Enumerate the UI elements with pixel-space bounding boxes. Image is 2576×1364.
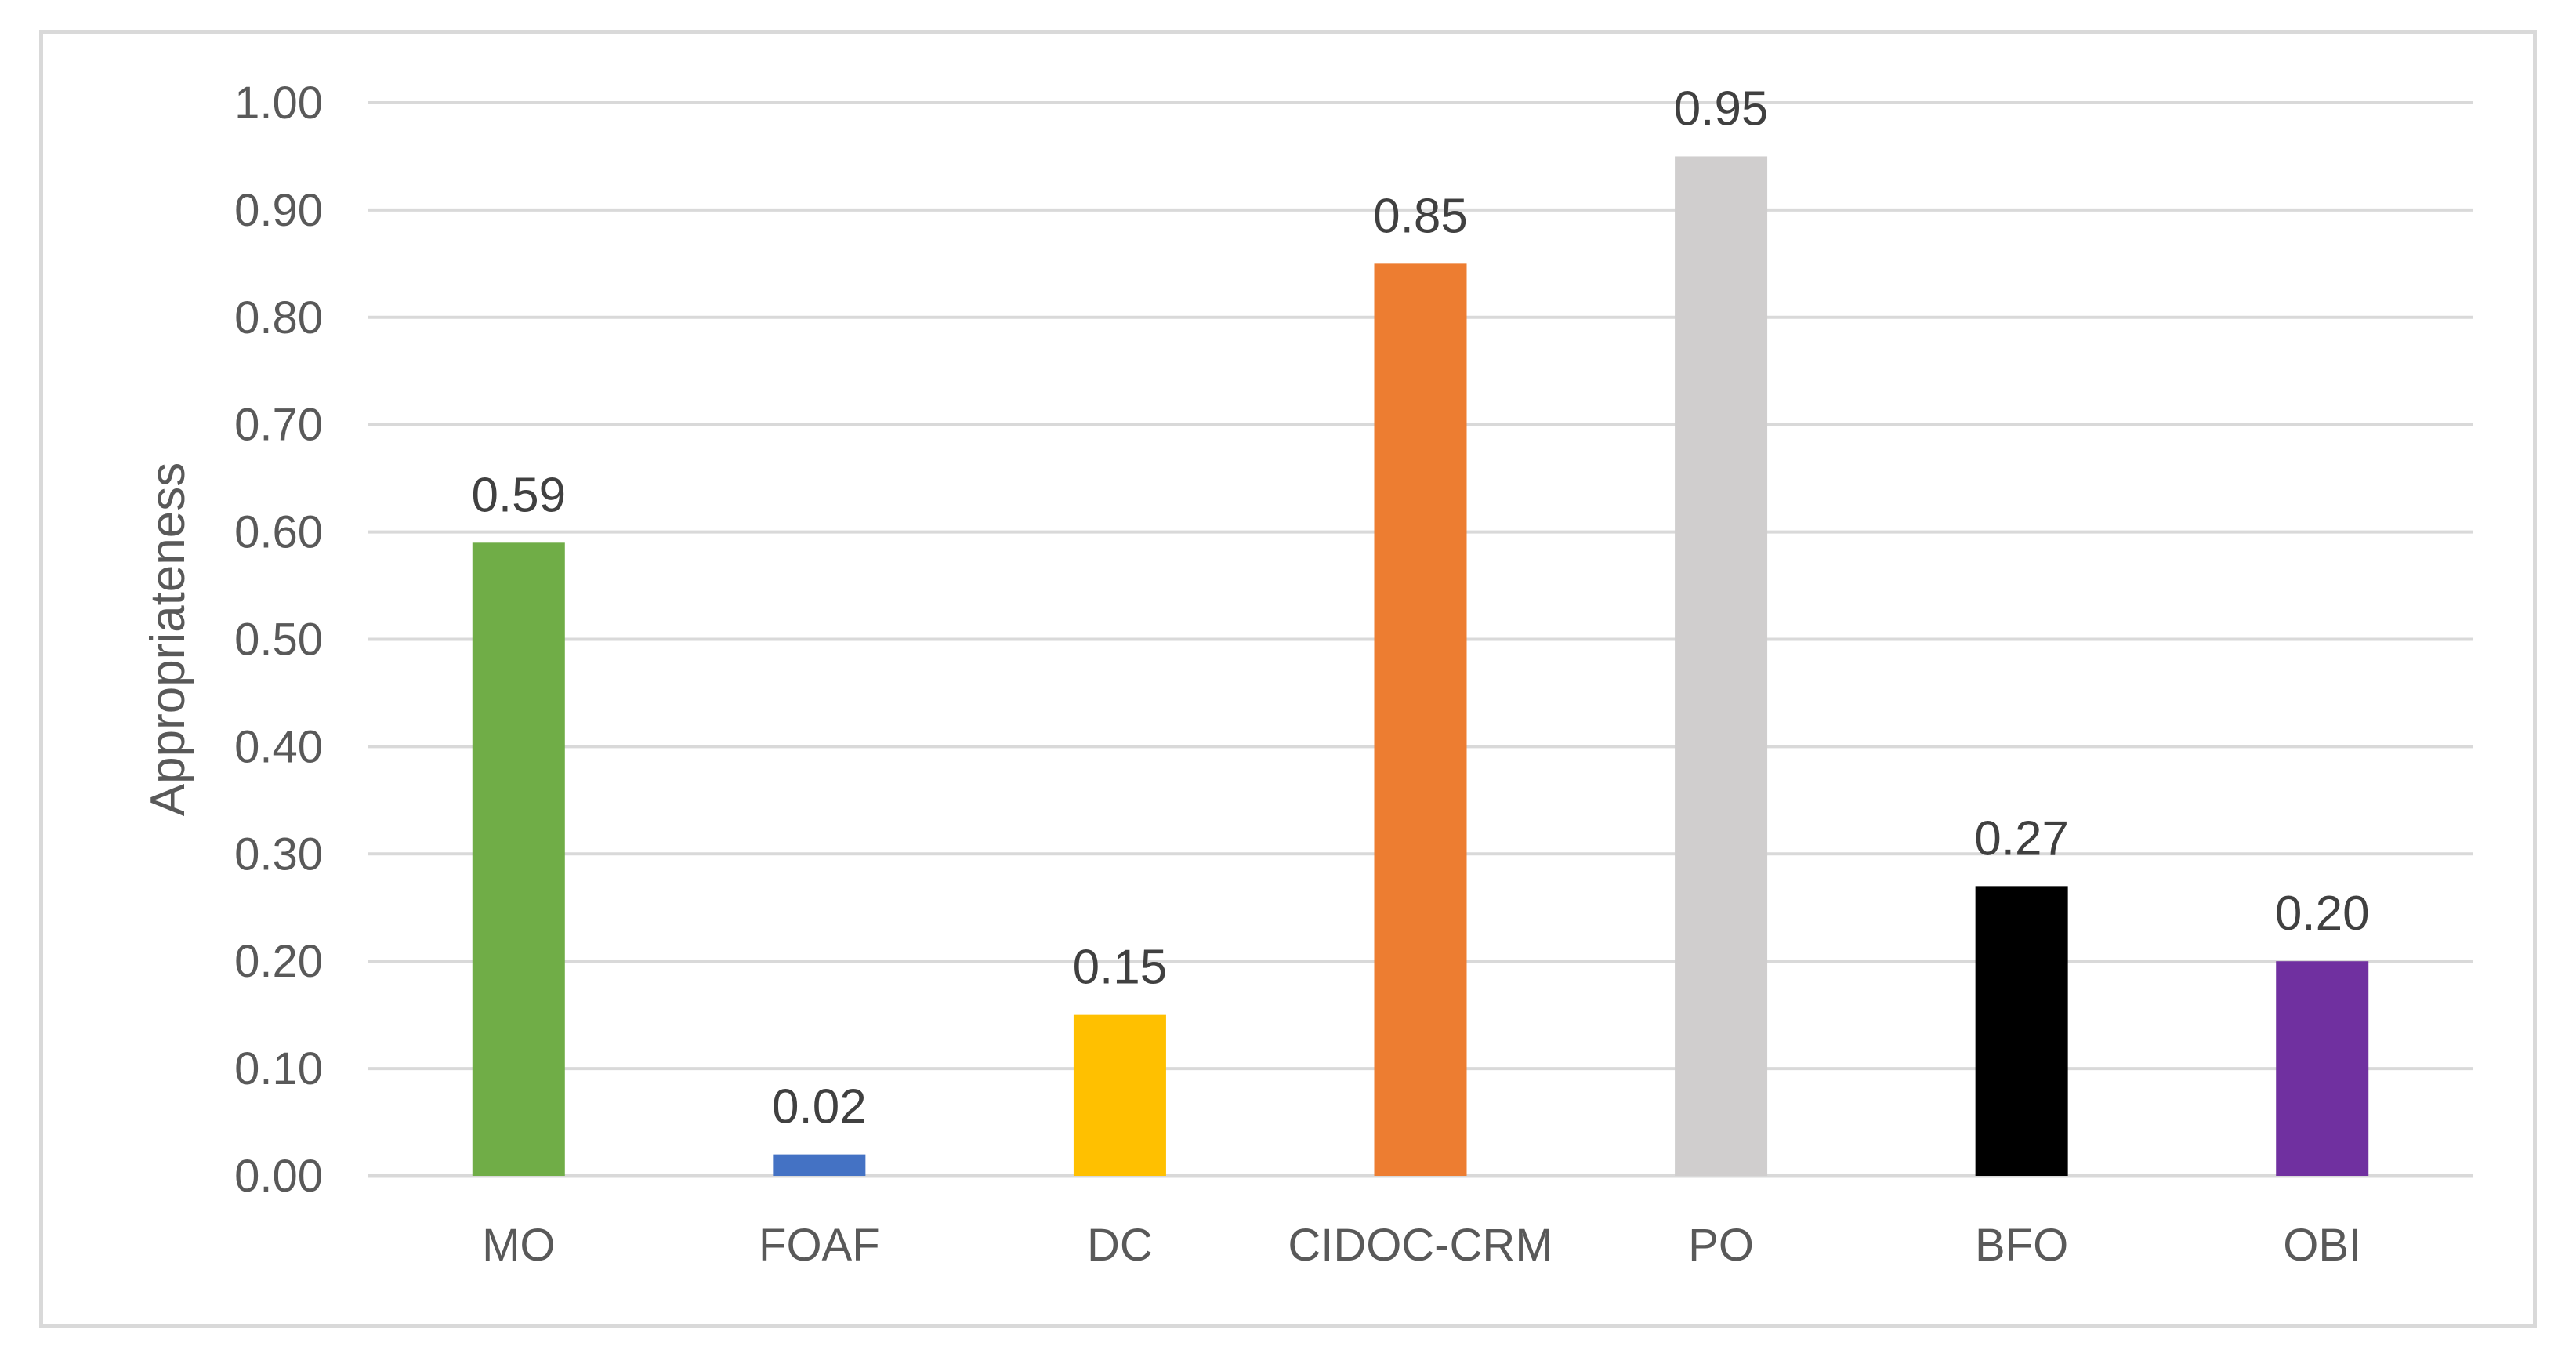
data-label: 0.59 <box>471 468 566 522</box>
x-tick-label: OBI <box>2283 1220 2361 1271</box>
y-tick-label: 0.10 <box>234 1043 323 1094</box>
bar-mo <box>472 542 565 1176</box>
data-labels: 0.59 0.02 0.15 0.85 0.95 0.27 0.20 <box>471 82 2369 1134</box>
y-axis-title: Appropriateness <box>141 463 195 817</box>
y-tick-label: 0.40 <box>234 721 323 772</box>
bar-foaf <box>773 1154 866 1176</box>
x-tick-label: CIDOC-CRM <box>1288 1220 1552 1271</box>
data-label: 0.95 <box>1674 82 1769 136</box>
x-tick-label: BFO <box>1975 1220 2068 1271</box>
x-tick-label: DC <box>1087 1220 1153 1271</box>
data-label: 0.02 <box>772 1080 867 1134</box>
y-tick-label: 0.00 <box>234 1151 323 1202</box>
x-tick-label: PO <box>1688 1220 1754 1271</box>
bar-obi <box>2276 961 2369 1176</box>
bar-dc <box>1073 1014 1166 1176</box>
y-tick-label: 0.30 <box>234 829 323 880</box>
y-tick-label: 0.60 <box>234 507 323 558</box>
bars <box>472 156 2369 1177</box>
y-tick-label: 0.70 <box>234 400 323 451</box>
y-tick-label: 0.90 <box>234 185 323 236</box>
bar-bfo <box>1975 886 2068 1176</box>
y-tick-label: 1.00 <box>234 78 323 129</box>
x-tick-label: MO <box>482 1220 555 1271</box>
data-label: 0.85 <box>1373 189 1468 243</box>
data-label: 0.27 <box>1974 811 2069 865</box>
y-tick-label: 0.20 <box>234 936 323 987</box>
x-axis-ticks: MO FOAF DC CIDOC-CRM PO BFO OBI <box>482 1220 2361 1271</box>
y-axis-ticks: 0.00 0.10 0.20 0.30 0.40 0.50 0.60 0.70 0.80 0.90… <box>234 78 323 1202</box>
x-tick-label: FOAF <box>759 1220 880 1271</box>
chart-frame: 0.59 0.02 0.15 0.85 0.95 0.27 0.20 0.00 0.10 0.2… <box>39 30 2537 1328</box>
y-tick-label: 0.50 <box>234 615 323 666</box>
y-tick-label: 0.80 <box>234 292 323 343</box>
bar-cidoc-crm <box>1374 263 1467 1177</box>
bar-po <box>1675 156 1768 1177</box>
data-label: 0.15 <box>1073 941 1168 995</box>
bar-chart: 0.59 0.02 0.15 0.85 0.95 0.27 0.20 0.00 0.10 0.2… <box>141 78 2473 1271</box>
data-label: 0.20 <box>2275 887 2370 941</box>
